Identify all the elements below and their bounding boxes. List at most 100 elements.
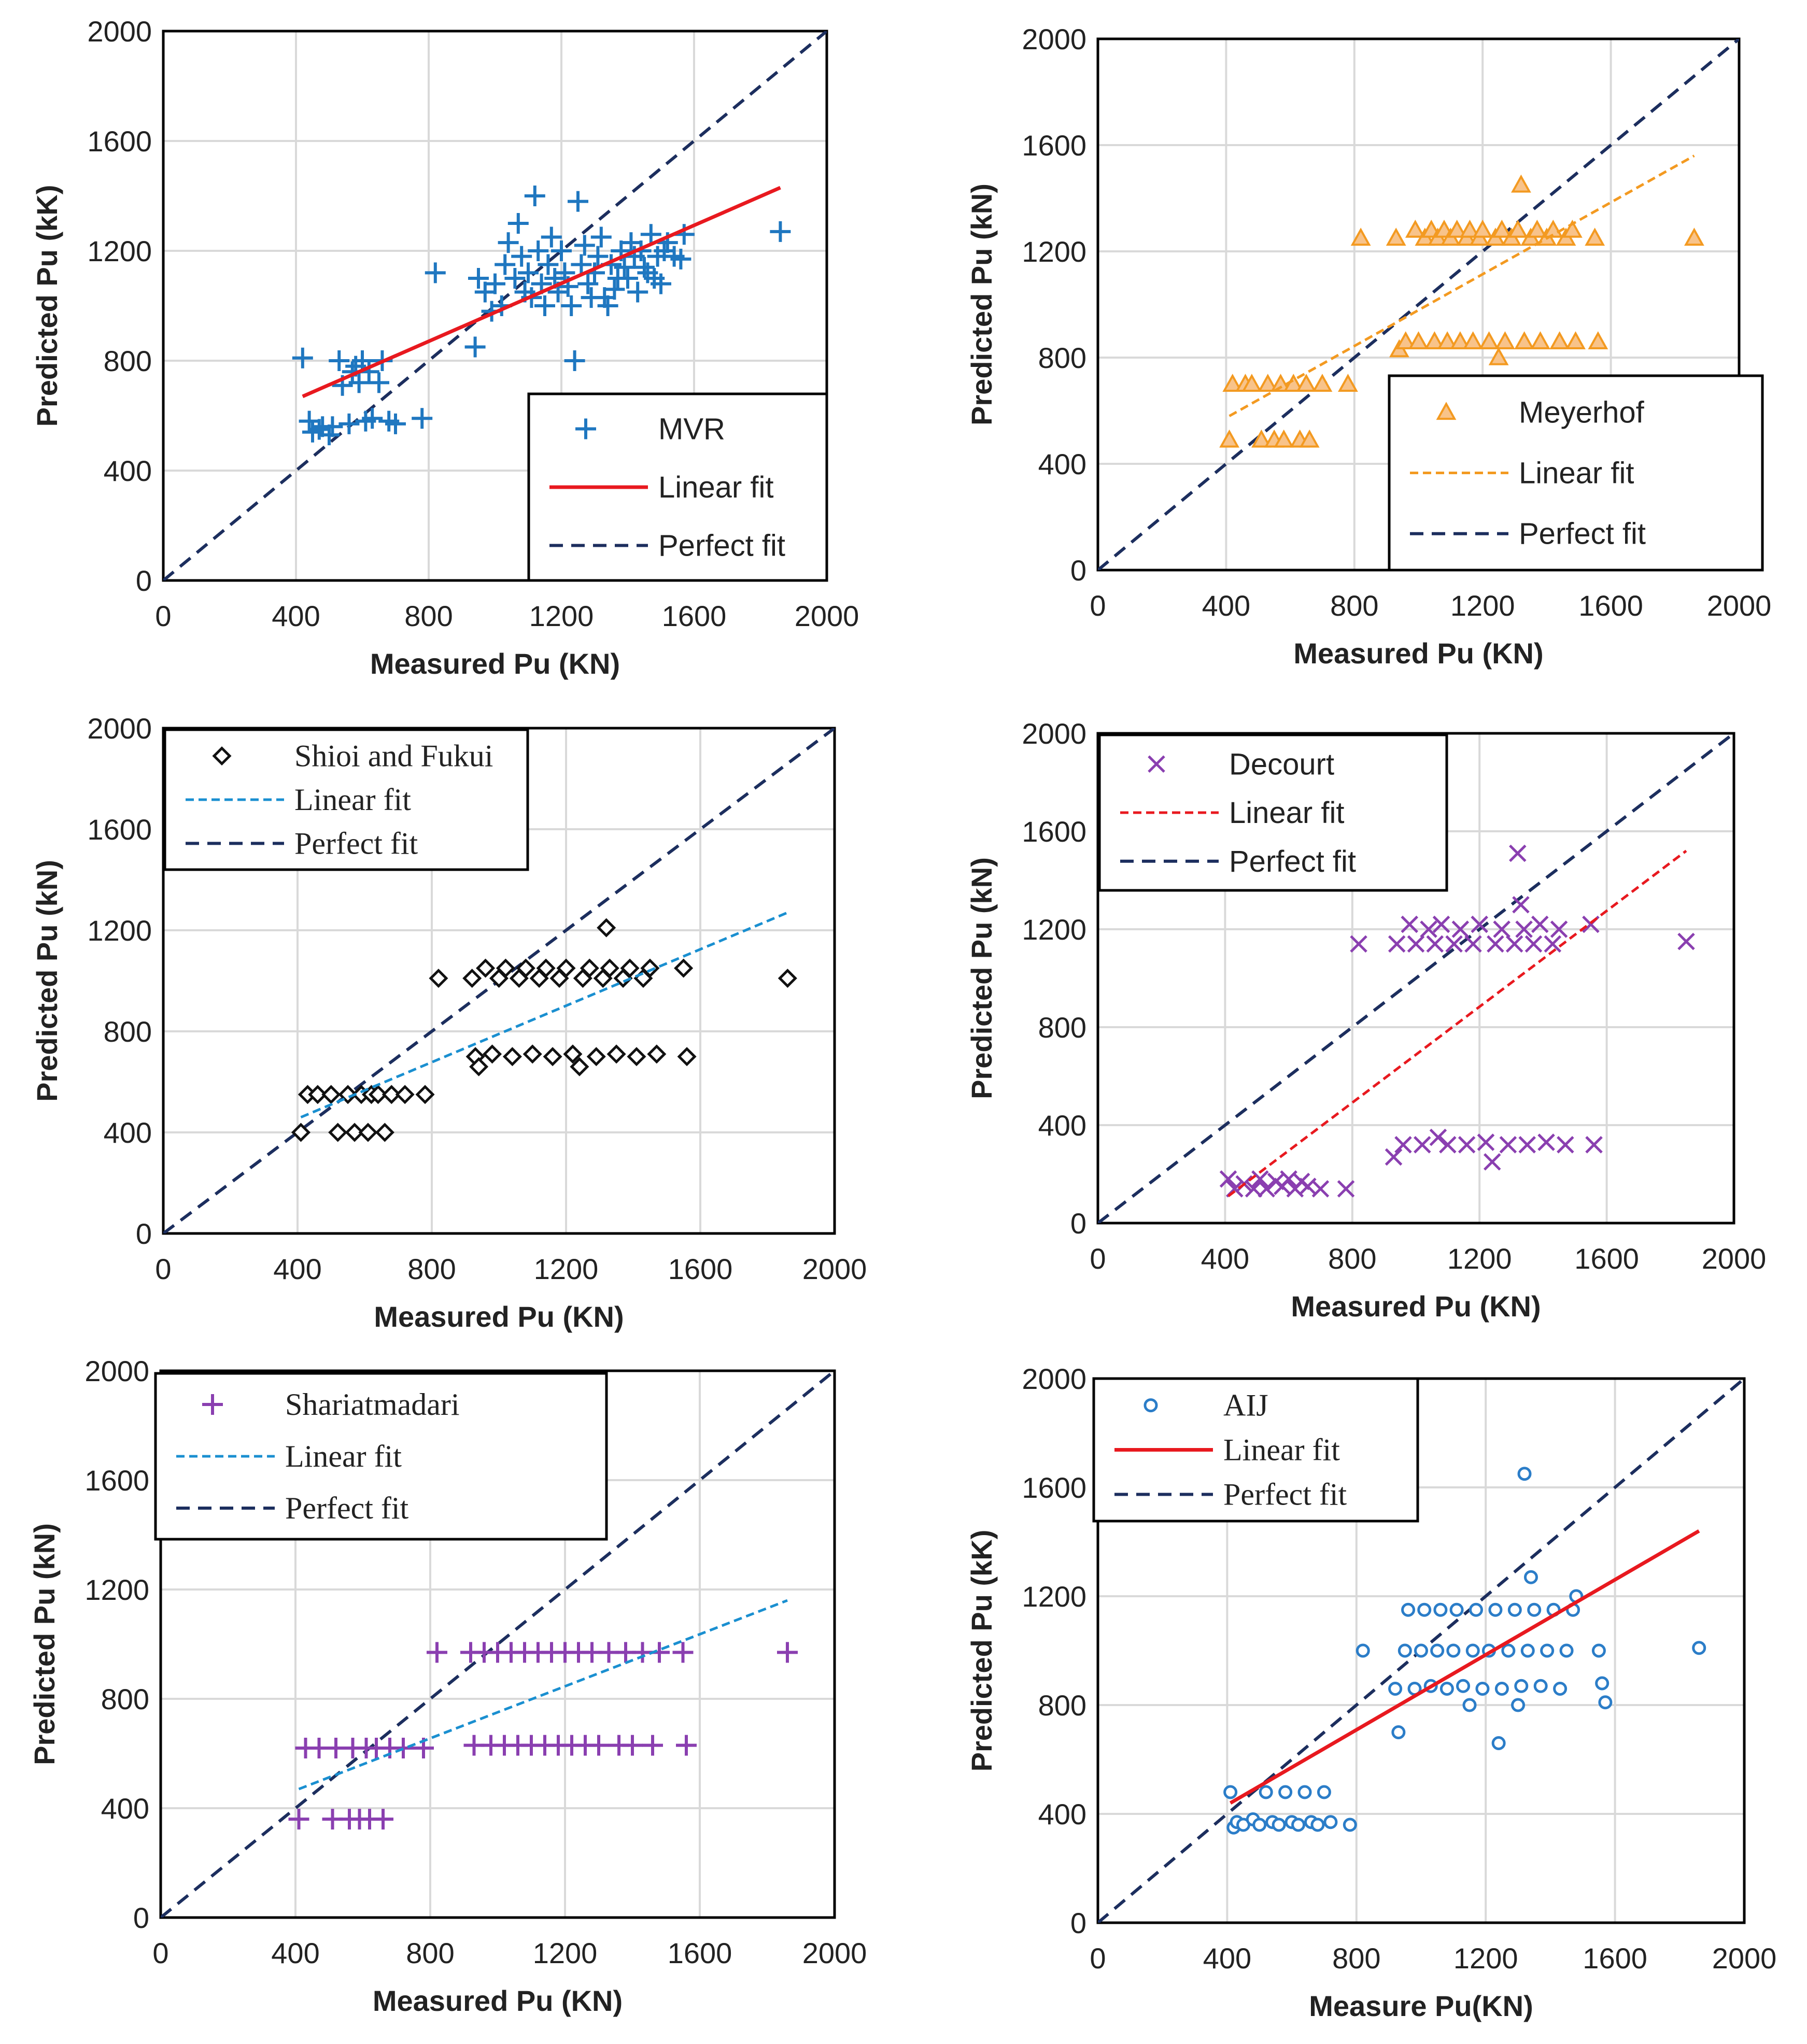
data-point [1414,1136,1431,1154]
data-point [614,257,635,278]
data-point [1245,1180,1263,1198]
data-point [322,416,343,437]
data-point [1557,1136,1574,1154]
linear-fit-line [302,186,781,399]
data-point [777,1642,798,1663]
y-tick-label: 400 [101,1792,149,1825]
legend-box [1098,733,1448,892]
data-point [1507,219,1528,238]
data-point [1475,1682,1490,1696]
x-tick-label: 2000 [802,1253,867,1285]
y-axis-title: Predicted Pu (kK) [965,1530,998,1772]
data-point [1394,1136,1412,1154]
data-point [1463,331,1484,350]
y-tick-label: 400 [104,1116,152,1149]
series-group [1098,1379,1744,1923]
data-point [580,958,599,978]
data-point [1477,1133,1495,1151]
data-point [338,413,360,434]
data-point [1684,228,1704,246]
data-point [627,1047,646,1067]
data-point [1437,331,1458,350]
y-tick-label: 1200 [1022,1580,1086,1613]
data-point [368,1085,388,1104]
data-point [1447,219,1467,238]
data-point [483,1044,502,1064]
y-tick-label: 0 [133,1901,149,1934]
data-point [536,958,556,978]
data-point [620,958,640,978]
y-axis-title: Predicted Pu (kN) [31,860,63,1102]
data-point [604,279,625,300]
y-tick-label: 400 [104,455,152,487]
data-point [1356,1643,1370,1658]
series-group [161,1371,835,1918]
data-point [1222,374,1243,392]
data-point [1274,429,1294,448]
data-point [345,1123,364,1142]
data-point [563,1044,583,1064]
legend: MVR Linear fit Perfect fit [527,392,828,582]
data-point [1553,1682,1568,1696]
linear-fit-line [1229,1529,1700,1805]
data-point [1278,1785,1293,1799]
data-point [1407,935,1425,953]
data-point [1259,1785,1273,1799]
data-point [647,1044,667,1064]
y-tick-label: 2000 [1022,23,1086,55]
x-tick-label: 800 [407,1253,456,1285]
data-point [1219,429,1239,448]
data-point [1291,1818,1306,1832]
data-point [1595,1676,1610,1691]
x-tick-label: 400 [271,1937,319,1969]
data-point [1405,219,1425,238]
y-tick-label: 800 [101,1683,149,1715]
data-point [425,262,446,283]
data-point [617,268,638,289]
data-point [429,969,448,988]
data-point [1388,1682,1403,1696]
data-point [554,262,575,283]
data-point [1460,219,1480,238]
x-axis-title: Measured Pu (KN) [1293,637,1543,670]
legend-marker [1144,1398,1158,1413]
data-point [328,1123,348,1142]
data-point [1401,915,1418,933]
perfect-fit-line [161,1371,835,1918]
legend-label: Linear fit [1223,1433,1340,1467]
data-point [556,958,576,978]
y-tick-label: 2000 [1022,1362,1086,1395]
x-tick-label: 2000 [1707,589,1772,622]
data-point [570,1057,589,1076]
y-axis-title: Predicted Pu (kN) [28,1523,61,1765]
data-point [1338,374,1358,392]
data-point [1414,1643,1428,1658]
data-point [516,958,535,978]
x-tick-label: 400 [273,1253,321,1285]
data-point [1544,935,1562,953]
data-point [1408,331,1429,350]
data-point [1524,935,1543,953]
data-point [1540,1643,1555,1658]
x-tick-label: 1600 [1578,589,1643,622]
data-point [1299,429,1320,448]
data-point [1223,1785,1238,1799]
data-point [1432,915,1450,933]
x-tick-label: 800 [1328,1242,1376,1275]
data-point [1588,331,1608,350]
data-point [541,226,562,248]
legend-marker [1436,402,1457,420]
data-point [1562,219,1583,238]
data-point [291,1123,311,1142]
legend: Shariatmadari Linear fit Perfect fit [154,1372,608,1541]
data-point [427,1642,447,1663]
data-point [1251,429,1272,448]
legend-label: Perfect fit [658,529,785,563]
data-point [1310,1818,1325,1832]
x-tick-label: 1200 [1453,1942,1518,1975]
y-tick-label: 800 [1038,1011,1086,1044]
data-point [770,221,791,242]
data-point [561,295,582,316]
data-point [674,958,694,978]
data-point [1487,935,1504,953]
